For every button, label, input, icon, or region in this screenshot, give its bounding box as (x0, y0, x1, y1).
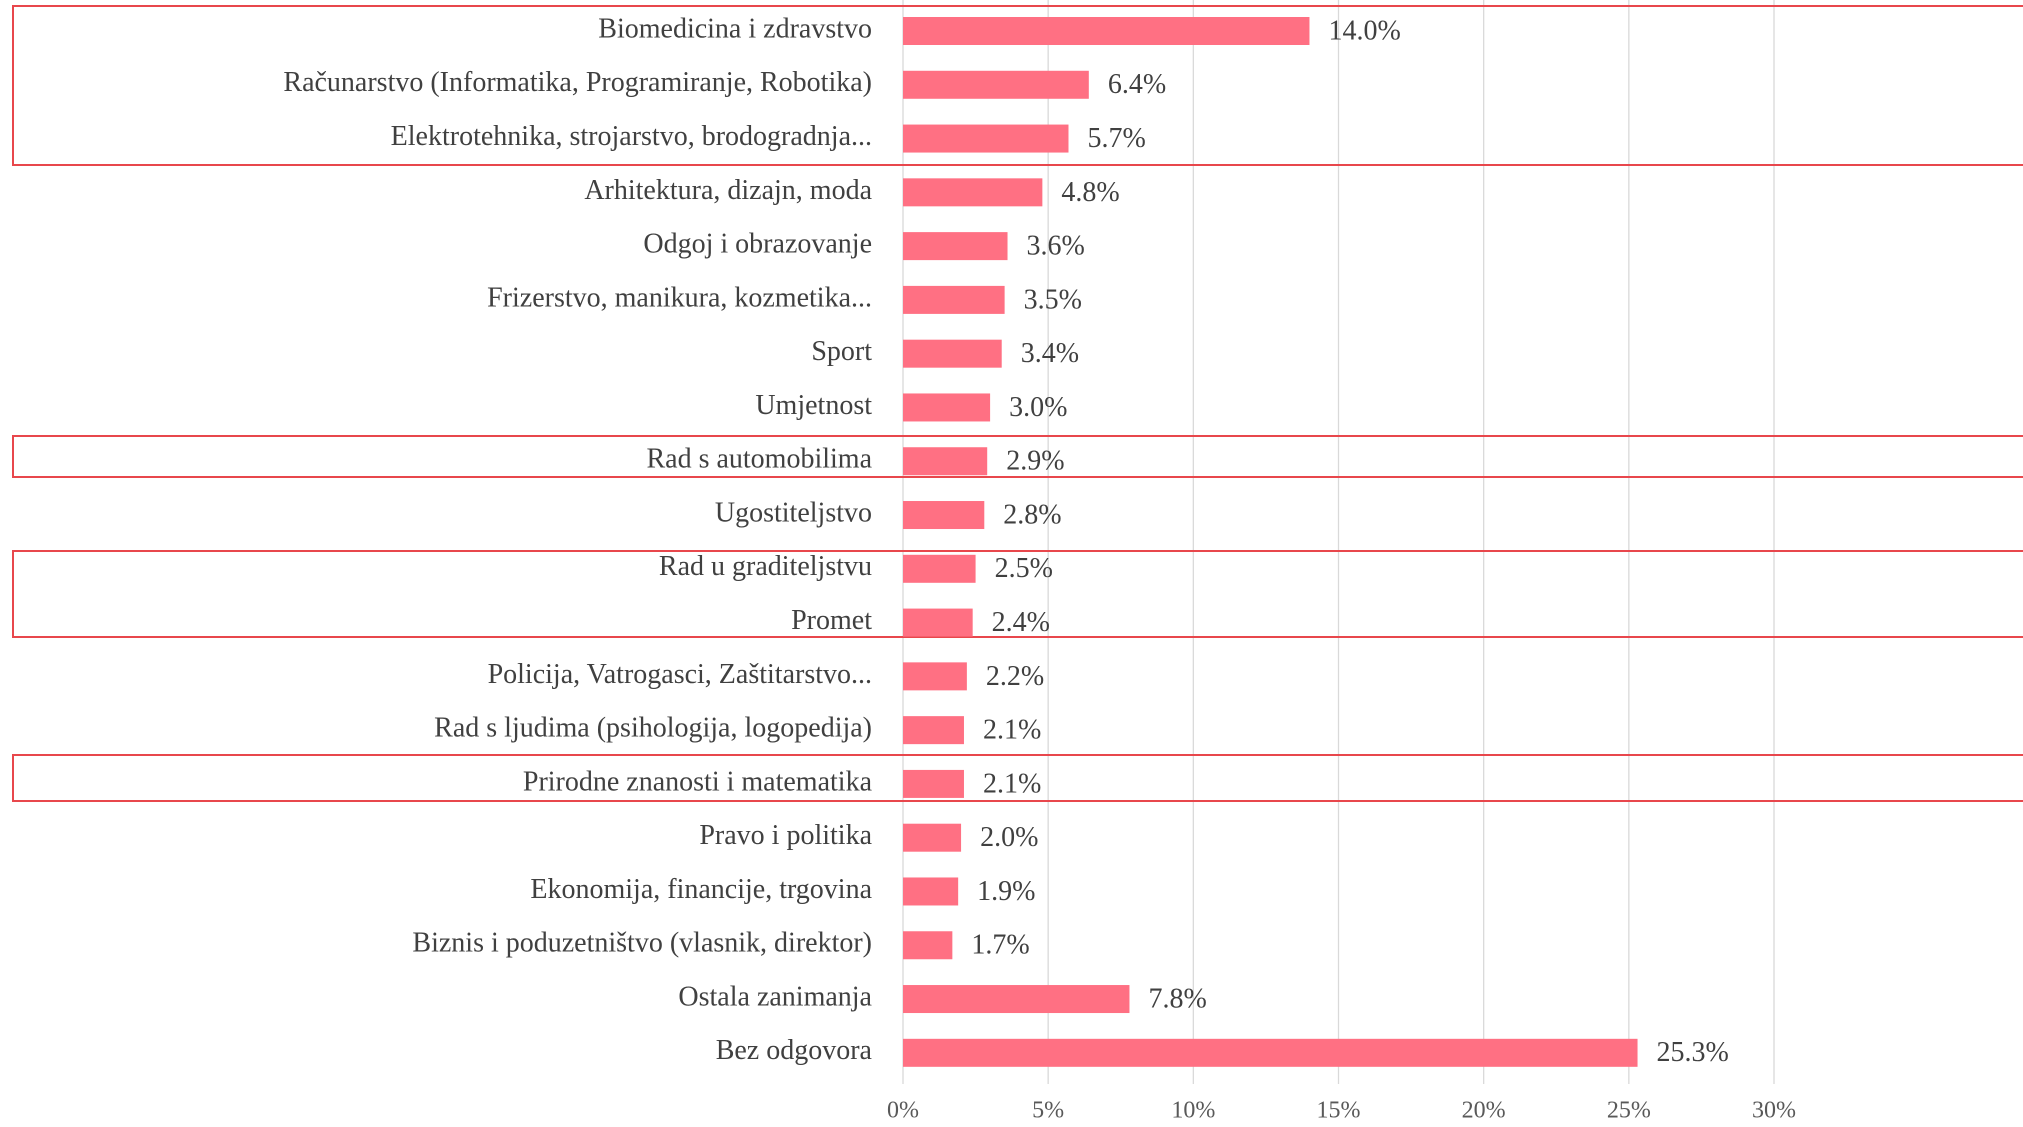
bar (903, 447, 988, 476)
bar (903, 662, 967, 691)
highlight-box (12, 435, 2023, 478)
category-label: Umjetnost (755, 390, 872, 421)
value-label: 2.9% (1006, 446, 1064, 477)
category-label: Biznis i poduzetništvo (vlasnik, direkto… (412, 928, 872, 959)
bar (903, 554, 976, 583)
value-label: 2.1% (983, 768, 1041, 799)
bar (903, 716, 964, 745)
highlight-box (12, 5, 2023, 166)
value-label: 7.8% (1148, 983, 1206, 1014)
category-label: Odgoj i obrazovanje (643, 229, 872, 260)
category-label: Frizerstvo, manikura, kozmetika... (487, 282, 872, 313)
bar (903, 501, 985, 530)
bar (903, 877, 959, 906)
value-label: 3.0% (1009, 392, 1067, 423)
category-label: Promet (791, 605, 872, 636)
value-label: 14.0% (1328, 15, 1400, 46)
x-tick-label: 15% (1317, 1098, 1361, 1124)
category-label: Elektrotehnika, strojarstvo, brodogradnj… (391, 121, 872, 152)
x-tick-label: 5% (1032, 1098, 1064, 1124)
x-tick-label: 10% (1171, 1098, 1215, 1124)
value-label: 4.8% (1061, 177, 1119, 208)
bar (903, 985, 1130, 1014)
bar (903, 285, 1005, 314)
category-label: Sport (811, 336, 872, 367)
bar (903, 393, 991, 422)
category-label: Biomedicina i zdravstvo (598, 13, 872, 44)
category-label: Rad u graditeljstvu (659, 551, 872, 582)
x-tick-label: 25% (1607, 1098, 1651, 1124)
bar (903, 17, 1310, 45)
value-label: 3.6% (1027, 231, 1085, 262)
category-label: Računarstvo (Informatika, Programiranje,… (283, 67, 872, 98)
bar (903, 70, 1089, 99)
value-label: 3.5% (1024, 284, 1082, 315)
bar (903, 124, 1069, 153)
category-label: Rad s ljudima (psihologija, logopedija) (434, 713, 872, 744)
x-tick-label: 20% (1462, 1098, 1506, 1124)
x-tick-label: 30% (1752, 1098, 1796, 1124)
category-label: Pravo i politika (699, 820, 872, 851)
category-label: Prirodne znanosti i matematika (523, 766, 873, 797)
category-label: Rad s automobilima (646, 444, 872, 475)
highlight-box (12, 754, 2023, 802)
bar (903, 232, 1008, 261)
value-label: 2.5% (995, 553, 1053, 584)
category-label: Ekonomija, financije, trgovina (530, 874, 872, 905)
bar (903, 178, 1043, 207)
value-label: 6.4% (1108, 69, 1166, 100)
bar (903, 608, 973, 637)
bar (903, 769, 964, 798)
grid (902, 0, 1775, 1084)
x-tick-label: 0% (887, 1098, 919, 1124)
category-label: Ugostiteljstvo (715, 497, 872, 528)
value-label: 2.8% (1003, 499, 1061, 530)
value-label: 25.3% (1657, 1037, 1729, 1068)
highlight-box (12, 550, 2023, 638)
value-label: 1.9% (977, 876, 1035, 907)
value-label: 2.4% (992, 607, 1050, 638)
value-label: 3.4% (1021, 338, 1079, 369)
value-label: 1.7% (971, 930, 1029, 961)
bar (903, 1038, 1638, 1067)
value-label: 5.7% (1087, 123, 1145, 154)
category-label: Policija, Vatrogasci, Zaštitarstvo... (488, 659, 872, 690)
category-label: Ostala zanimanja (678, 981, 872, 1012)
value-label: 2.0% (980, 822, 1038, 853)
category-label: Bez odgovora (716, 1035, 873, 1066)
bar (903, 931, 953, 960)
bar (903, 339, 1002, 368)
category-label: Arhitektura, dizajn, moda (584, 175, 872, 206)
value-label: 2.2% (986, 661, 1044, 692)
bar (903, 823, 962, 852)
value-label: 2.1% (983, 715, 1041, 746)
